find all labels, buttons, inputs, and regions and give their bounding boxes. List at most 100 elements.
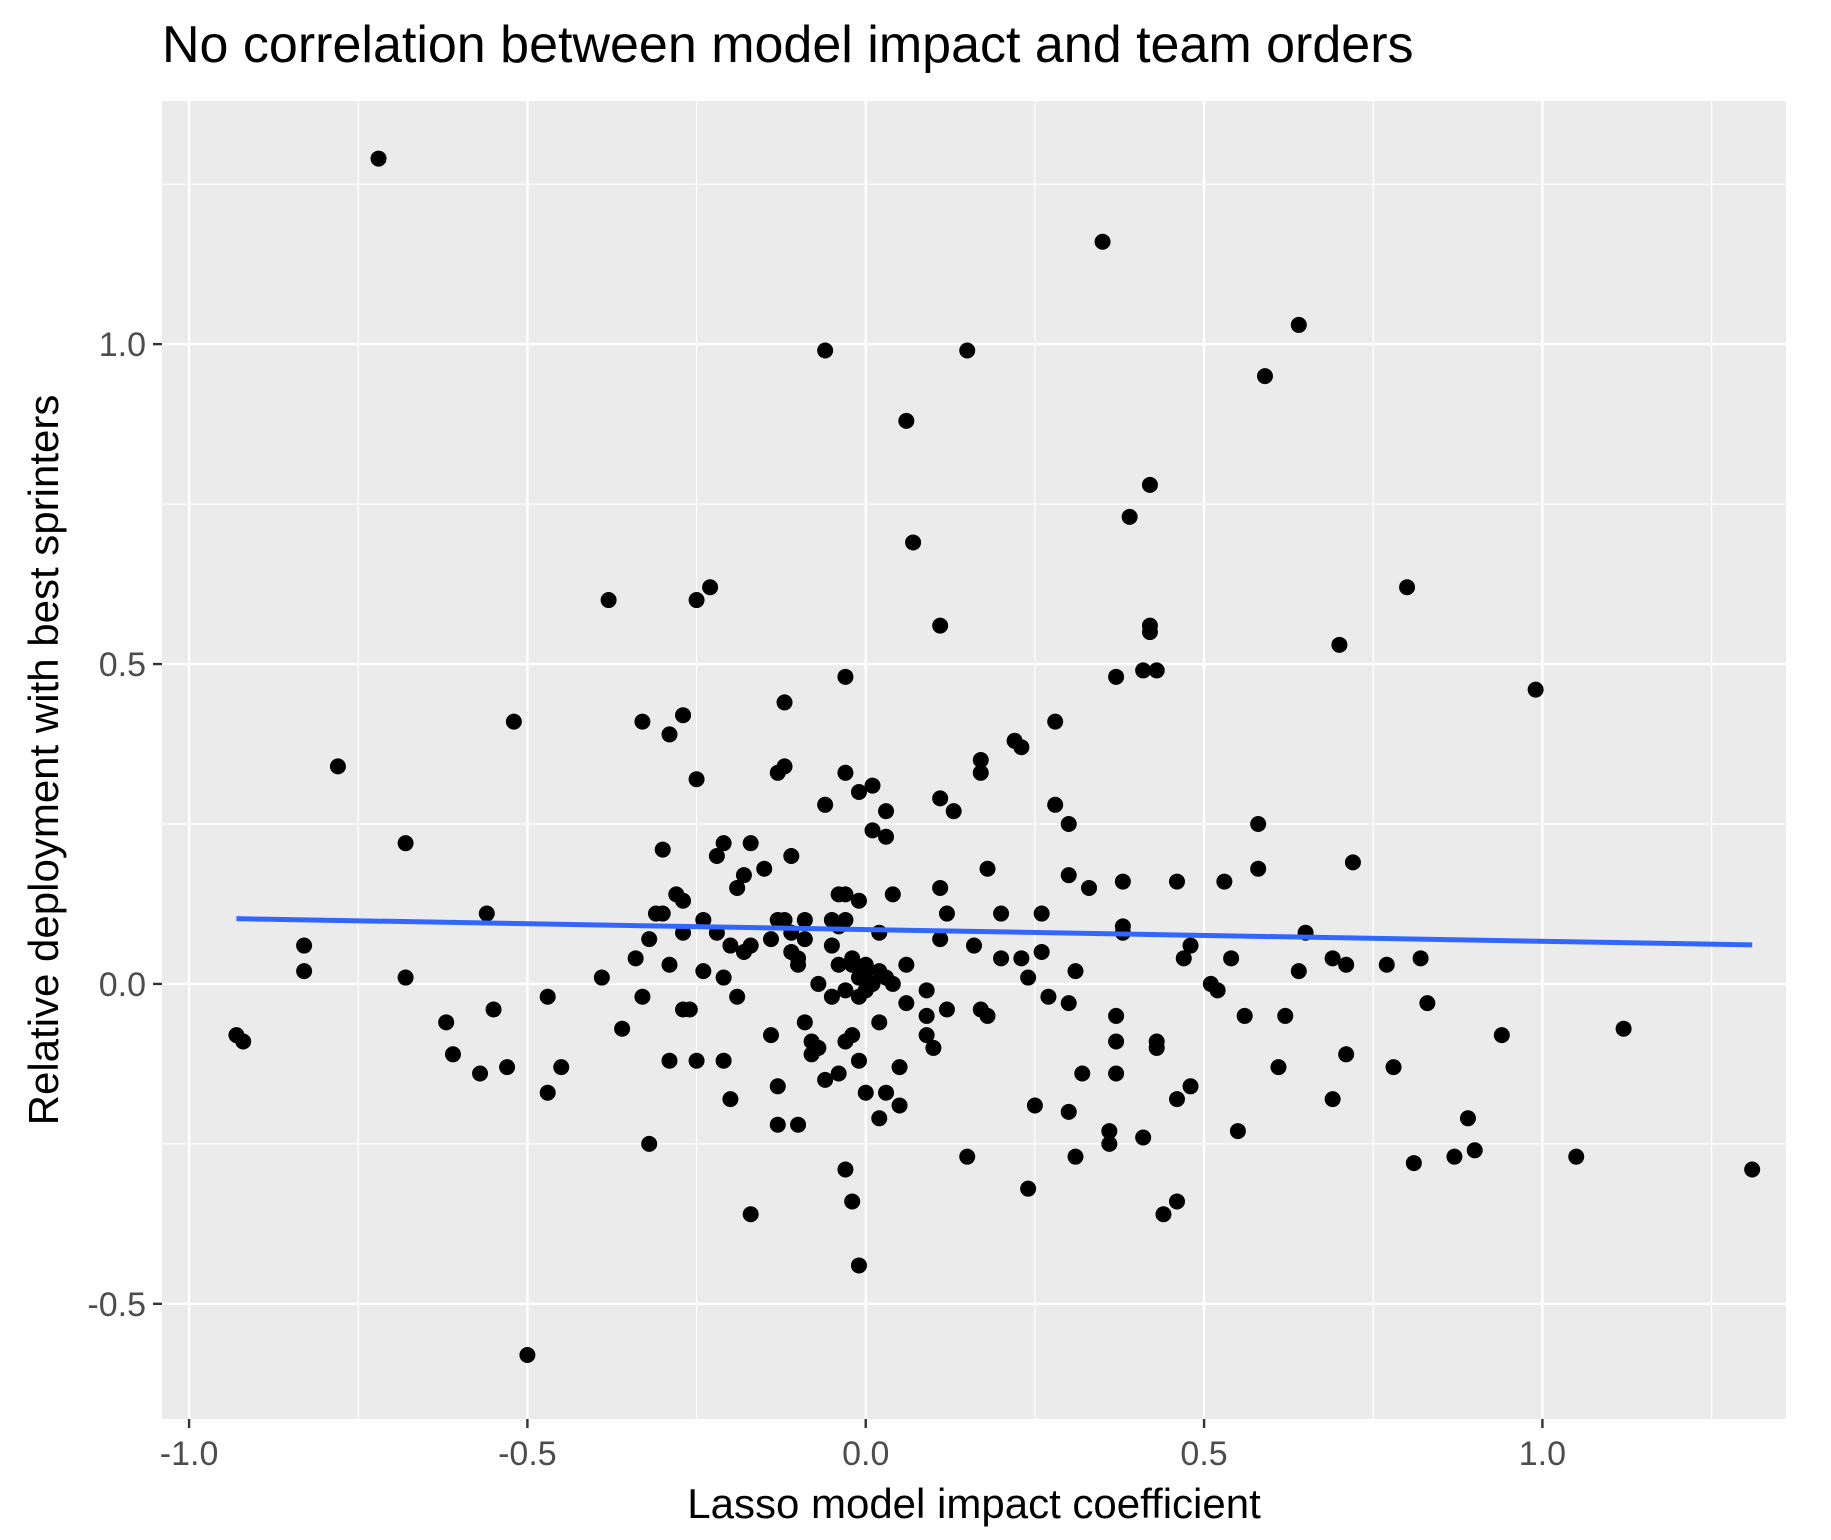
data-point: [1141, 624, 1158, 641]
x-tick-label: 0.5: [1180, 1435, 1227, 1473]
data-point: [905, 534, 922, 551]
data-point: [1020, 969, 1037, 986]
data-point: [1338, 1046, 1355, 1063]
data-point: [837, 982, 854, 999]
data-point: [1114, 918, 1131, 935]
data-point: [918, 982, 935, 999]
data-point: [1169, 1193, 1185, 1210]
data-point: [1344, 854, 1361, 871]
data-point: [1108, 1033, 1125, 1050]
data-point: [722, 937, 739, 954]
data-point: [1040, 988, 1057, 1005]
data-point: [1229, 1123, 1246, 1140]
data-point: [1169, 1091, 1185, 1108]
data-point: [634, 713, 651, 730]
data-point: [1033, 905, 1050, 922]
data-point: [898, 412, 915, 429]
data-point: [776, 911, 793, 928]
data-point: [945, 803, 962, 820]
data-point: [688, 1052, 705, 1069]
data-point: [1277, 1007, 1294, 1024]
data-point: [1405, 1155, 1422, 1172]
data-point: [681, 1001, 698, 1018]
data-point: [1101, 1123, 1118, 1140]
data-point: [499, 1059, 516, 1076]
data-point: [769, 1078, 786, 1095]
data-point: [1060, 867, 1077, 884]
data-point: [370, 150, 387, 167]
data-point: [742, 1206, 759, 1223]
data-point: [539, 988, 556, 1005]
data-point: [810, 975, 827, 992]
data-point: [1047, 796, 1064, 813]
data-point: [1060, 815, 1077, 832]
data-point: [776, 694, 793, 711]
data-point: [918, 1027, 935, 1044]
data-point: [614, 1020, 631, 1037]
data-point: [1047, 713, 1064, 730]
data-point: [438, 1014, 455, 1031]
data-point: [675, 707, 692, 724]
data-point: [844, 956, 861, 973]
data-point: [1209, 982, 1226, 999]
data-point: [735, 867, 752, 884]
data-point: [715, 1052, 732, 1069]
data-point: [661, 956, 678, 973]
data-point: [634, 988, 651, 1005]
data-point: [1270, 1059, 1287, 1076]
data-point: [1256, 368, 1273, 385]
data-point: [1148, 662, 1165, 679]
data-point: [871, 924, 888, 941]
data-point: [884, 886, 901, 903]
data-point: [769, 1116, 786, 1133]
data-point: [884, 975, 901, 992]
data-point: [688, 592, 705, 609]
data-point: [1615, 1020, 1632, 1037]
data-point: [878, 828, 895, 845]
data-point: [296, 937, 313, 954]
data-point: [688, 771, 705, 788]
data-point: [1094, 233, 1111, 250]
data-point: [695, 911, 712, 928]
x-axis-title: Lasso model impact coefficient: [687, 1480, 1261, 1527]
data-point: [796, 931, 813, 948]
data-point: [979, 1007, 996, 1024]
data-point: [972, 752, 989, 768]
data-point: [966, 937, 982, 954]
regression-line: [236, 916, 1753, 948]
data-point: [830, 956, 847, 973]
data-point: [1466, 1142, 1483, 1159]
data-point: [790, 1116, 807, 1133]
data-point: [979, 860, 996, 877]
data-point: [864, 975, 881, 992]
data-point: [1135, 1129, 1152, 1146]
data-point: [729, 879, 746, 896]
data-point: [1744, 1161, 1761, 1178]
data-point: [796, 1014, 813, 1031]
data-point: [1155, 1206, 1172, 1223]
data-point: [1026, 1097, 1043, 1114]
data-point: [857, 1084, 874, 1101]
data-point: [1114, 873, 1131, 890]
data-point: [837, 764, 854, 781]
data-point: [1446, 1148, 1463, 1165]
data-point: [1169, 873, 1185, 890]
data-point: [790, 956, 807, 973]
data-point: [837, 668, 854, 685]
data-point: [1216, 873, 1233, 890]
data-point: [1338, 956, 1355, 973]
x-tick-label: 0.0: [842, 1435, 889, 1473]
data-point: [932, 931, 949, 948]
data-point: [1020, 1180, 1037, 1197]
data-point: [1290, 316, 1307, 333]
data-point: [1412, 950, 1429, 967]
data-point: [850, 1257, 867, 1274]
data-point: [519, 1347, 536, 1364]
data-point: [1108, 1007, 1125, 1024]
data-point: [857, 963, 874, 980]
data-point: [817, 342, 834, 359]
data-point: [1121, 508, 1138, 525]
x-tick-label: -0.5: [498, 1435, 557, 1473]
data-point: [708, 847, 725, 864]
